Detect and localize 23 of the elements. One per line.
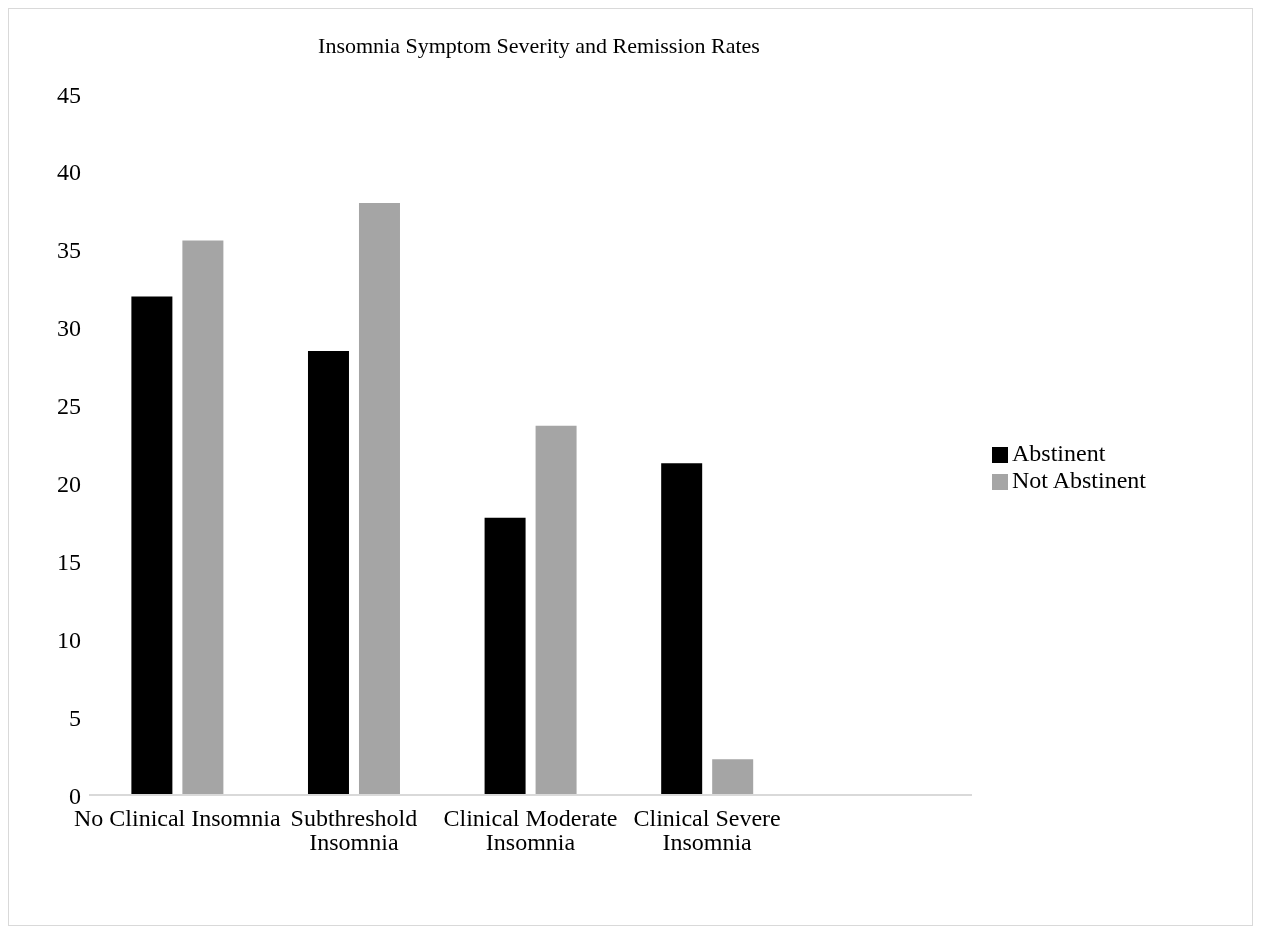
x-tick-label: Subthreshold Insomnia bbox=[290, 805, 418, 856]
bar bbox=[661, 463, 703, 795]
bar bbox=[131, 296, 173, 795]
legend-label: Abstinent bbox=[1012, 440, 1106, 466]
bar bbox=[182, 240, 224, 795]
y-tick-label: 40 bbox=[57, 159, 81, 186]
y-tick-label: 20 bbox=[57, 470, 81, 497]
x-tick-label: Clinical Moderate Insomnia bbox=[443, 805, 618, 856]
y-tick-label: 5 bbox=[69, 704, 81, 731]
y-tick-label: 35 bbox=[57, 237, 81, 264]
y-tick-label: 30 bbox=[57, 315, 81, 342]
x-tick-label: Clinical Severe Insomnia bbox=[633, 805, 781, 856]
y-tick-label: 10 bbox=[57, 626, 81, 653]
y-tick-label: 25 bbox=[57, 393, 81, 420]
bar bbox=[535, 425, 577, 795]
y-tick-label: 45 bbox=[57, 81, 81, 108]
bar bbox=[712, 759, 754, 795]
bar bbox=[484, 517, 526, 795]
legend-label: Not Abstinent bbox=[1012, 467, 1147, 493]
chart-title: Insomnia Symptom Severity and Remission Rates bbox=[317, 33, 761, 59]
y-tick-label: 15 bbox=[57, 548, 81, 575]
bar bbox=[358, 203, 400, 795]
bar bbox=[307, 351, 349, 795]
